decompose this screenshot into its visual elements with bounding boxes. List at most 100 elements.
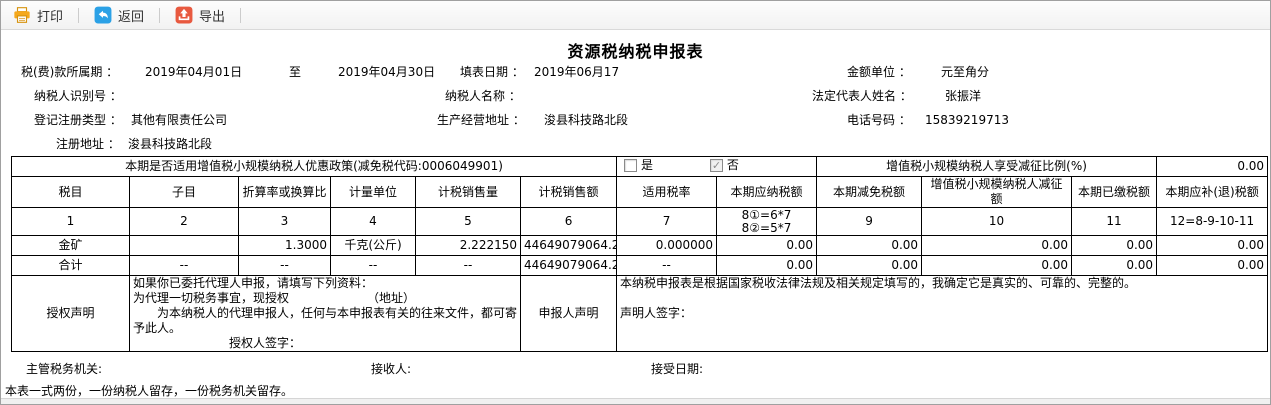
col-number: 5 — [415, 207, 521, 236]
cell-sales-qty: 2.222150 — [415, 235, 521, 256]
print-button-label: 打印 — [37, 9, 64, 25]
cell-sales-amount: 44649079064.20 — [519, 235, 618, 256]
col-number: 4 — [330, 207, 416, 236]
amount-unit-value: 元至角分 — [941, 65, 990, 79]
col-number: 9 — [816, 207, 923, 236]
no-checkbox[interactable] — [709, 158, 723, 172]
footer-signoff-row: 主管税务机关: 接收人: 接受日期: — [1, 358, 1270, 380]
col-header-vat-reduction: 增值税小规模纳税人减征额 — [921, 176, 1073, 208]
cell-tax-rate: 0.000000 — [616, 235, 718, 256]
col-header-conversion: 折算率或换算比 — [238, 176, 331, 208]
declaration-table: 本期是否适用增值税小规模纳税人优惠政策(减免税代码:0006049901) 是 … — [10, 156, 1269, 352]
cell-tax-reduced: 0.00 — [816, 235, 923, 256]
phone-label: 电话号码 ： — [847, 113, 911, 127]
header-row-address: 注册地址 ： 浚县科技路北段 — [1, 132, 1270, 156]
col-number: 11 — [1071, 207, 1158, 236]
col-header-tax-paid: 本期已缴税额 — [1071, 176, 1158, 208]
declarer-statement-label: 申报人声明 — [519, 275, 618, 352]
period-end-value: 2019年04月30日 — [338, 65, 436, 79]
cell-total-sub-item: -- — [129, 255, 239, 276]
auth-declaration-text: 如果你已委托代理人申报，请填写下列资料： 为代理一切税务事宜，现授权 （地址） … — [129, 275, 521, 352]
print-button[interactable]: 打印 — [9, 4, 67, 27]
phone-value: 15839219713 — [925, 113, 1009, 127]
policy-question: 本期是否适用增值税小规模纳税人优惠政策(减免税代码:0006049901) — [10, 156, 618, 177]
cell-total-vat-reduction: 0.00 — [921, 255, 1073, 276]
period-start-value: 2019年04月01日 — [145, 65, 243, 79]
back-button[interactable]: 返回 — [90, 4, 148, 27]
header-row-period: 税(费)款所属期 ： 2019年04月01日 至 2019年04月30日 填表日… — [1, 60, 1270, 84]
col-number: 1 — [11, 207, 130, 236]
reduction-ratio-label: 增值税小规模纳税人享受减征比例(%) — [816, 156, 1158, 177]
cell-sub-item — [129, 235, 239, 256]
cell-total-tax-due: 0.00 — [1156, 255, 1269, 276]
data-row-total: 合计 -- -- -- -- 44649079064.20 -- 0.00 0.… — [11, 255, 1269, 276]
col-number: 3 — [238, 207, 331, 236]
header-row-registration: 登记注册类型 ： 其他有限责任公司 生产经营地址 ： 浚县科技路北段 电话号码 … — [1, 108, 1270, 132]
cell-unit: 千克(公斤) — [330, 235, 416, 256]
cell-total-tax-paid: 0.00 — [1071, 255, 1158, 276]
export-icon — [175, 6, 193, 24]
cell-vat-reduction: 0.00 — [921, 235, 1073, 256]
reg-type-value: 其他有限责任公司 — [131, 113, 228, 127]
yes-checkbox-label: 是 — [641, 157, 654, 172]
col-number: 10 — [921, 207, 1073, 236]
col-number: 6 — [519, 207, 618, 236]
receiver-label: 接收人: — [371, 362, 412, 376]
col-number: 7 — [616, 207, 718, 236]
cell-total-tax-reduced: 0.00 — [816, 255, 923, 276]
business-addr-value: 浚县科技路北段 — [544, 113, 629, 127]
cell-total-unit: -- — [330, 255, 416, 276]
reg-addr-label: 注册地址 ： — [56, 137, 120, 151]
cell-total-sales-amount: 44649079064.20 — [519, 255, 618, 276]
column-number-row: 1 2 3 4 5 6 7 8①=6*7 8②=5*7 9 10 11 12=8… — [11, 207, 1269, 236]
declarer-statement-text: 本纳税申报表是根据国家税收法律法规及相关规定填写的，我确定它是真实的、可靠的、完… — [616, 275, 1269, 352]
yes-checkbox[interactable] — [624, 158, 638, 172]
column-header-row: 税目 子目 折算率或换算比 计量单位 计税销售量 计税销售额 适用税率 本期应纳… — [11, 176, 1269, 208]
period-label: 税(费)款所属期 ： — [21, 65, 119, 79]
col-header-unit: 计量单位 — [330, 176, 416, 208]
col-header-sales-qty: 计税销售量 — [415, 176, 521, 208]
auth-declaration-label: 授权声明 — [11, 275, 130, 352]
col-header-tax-payable: 本期应纳税额 — [716, 176, 818, 208]
printer-icon — [14, 7, 30, 23]
business-addr-label: 生产经营地址 ： — [437, 113, 525, 127]
cell-total-conversion: -- — [238, 255, 331, 276]
tax-authority-label: 主管税务机关: — [26, 362, 103, 376]
col-header-sub-item: 子目 — [129, 176, 239, 208]
receive-date-label: 接受日期: — [651, 362, 704, 376]
amount-unit-label: 金额单位 ： — [847, 65, 911, 79]
reduction-ratio-value: 0.00 — [1156, 156, 1269, 177]
cell-tax-item: 金矿 — [11, 235, 130, 256]
export-button-label: 导出 — [199, 9, 226, 25]
undo-back-icon — [94, 6, 112, 24]
col-header-tax-due: 本期应补(退)税额 — [1156, 176, 1269, 208]
policy-row: 本期是否适用增值税小规模纳税人优惠政策(减免税代码:0006049901) 是 … — [10, 156, 1269, 177]
form-title: 资源税纳税申报表 — [567, 42, 704, 61]
cell-total-tax-payable: 0.00 — [716, 255, 818, 276]
bottom-strip — [1, 398, 1270, 404]
cell-tax-payable: 0.00 — [716, 235, 818, 256]
col-header-sales-amount: 计税销售额 — [519, 176, 618, 208]
cell-tax-due: 0.00 — [1156, 235, 1269, 256]
legal-rep-value: 张振洋 — [945, 89, 982, 103]
toolbar-separator — [240, 7, 242, 23]
taxpayer-name-label: 纳税人名称 ： — [445, 89, 521, 103]
policy-choice-cell: 是 否 — [616, 156, 818, 177]
export-button[interactable]: 导出 — [171, 4, 229, 27]
cell-total-sales-qty: -- — [415, 255, 521, 276]
col-number: 2 — [129, 207, 239, 236]
col-number: 12=8-9-10-11 — [1156, 207, 1269, 236]
taxpayer-id-label: 纳税人识别号 ： — [34, 89, 122, 103]
declaration-row: 授权声明 如果你已委托代理人申报，请填写下列资料： 为代理一切税务事宜，现授权 … — [11, 275, 1269, 352]
no-checkbox-label: 否 — [726, 157, 739, 172]
back-button-label: 返回 — [118, 9, 145, 25]
copies-note: 本表一式两份，一份纳税人留存，一份税务机关留存。 — [5, 384, 294, 398]
fill-date-label: 填表日期 ： — [460, 65, 524, 79]
cell-total-label: 合计 — [11, 255, 130, 276]
col-header-tax-item: 税目 — [11, 176, 130, 208]
period-to-label: 至 — [289, 65, 302, 79]
fill-date-value: 2019年06月17 — [534, 65, 620, 79]
col-header-tax-reduced: 本期减免税额 — [816, 176, 923, 208]
toolbar-separator — [159, 7, 161, 23]
toolbar-separator — [78, 7, 80, 23]
